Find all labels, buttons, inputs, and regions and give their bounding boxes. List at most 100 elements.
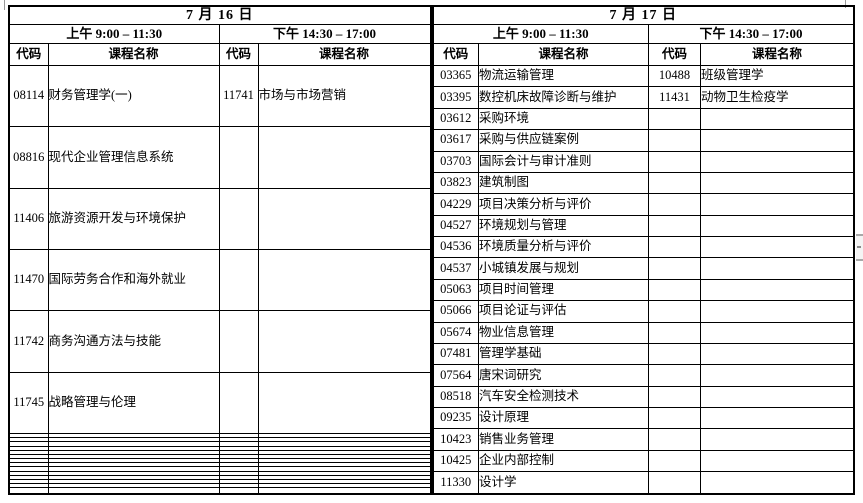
course-name-cell: 班级管理学 bbox=[700, 64, 855, 88]
course-name-cell: 财务管理学(一) bbox=[47, 64, 220, 128]
course-name-cell bbox=[700, 342, 855, 366]
course-code-cell bbox=[648, 449, 701, 473]
cell-border-fragment-top-right bbox=[845, 0, 846, 8]
course-name-cell bbox=[257, 371, 431, 435]
course-code-cell: 05674 bbox=[432, 321, 479, 344]
table-row: 10423 销售业务管理 bbox=[432, 428, 855, 451]
course-name-cell: 设计原理 bbox=[478, 406, 649, 430]
course-code-cell bbox=[648, 171, 701, 195]
morning-course-name-column-header: 课程名称 bbox=[478, 43, 649, 66]
course-name-cell bbox=[700, 257, 855, 280]
course-code-cell bbox=[648, 471, 701, 495]
course-name-cell: 项目论证与评估 bbox=[478, 300, 649, 323]
course-code-cell: 11470 bbox=[8, 249, 49, 312]
course-code-cell bbox=[648, 150, 701, 173]
morning-code-column-header: 代码 bbox=[8, 43, 49, 66]
course-name-cell bbox=[700, 406, 855, 430]
course-code-cell: 05066 bbox=[432, 300, 479, 323]
table-row: 10425 企业内部控制 bbox=[432, 449, 855, 473]
course-name-cell bbox=[700, 171, 855, 195]
course-code-cell bbox=[648, 342, 701, 366]
course-name-cell: 唐宋词研究 bbox=[478, 364, 649, 387]
table-row: 07481 管理学基础 bbox=[432, 342, 855, 366]
scrollbar-thumb-fragment[interactable] bbox=[856, 234, 863, 261]
course-code-cell bbox=[218, 310, 259, 373]
course-name-cell: 数控机床故障诊断与维护 bbox=[478, 86, 649, 109]
scrollbar-grip-line bbox=[856, 259, 863, 261]
course-name-cell: 项目时间管理 bbox=[478, 278, 649, 302]
date-header: 7 月 16 日 bbox=[8, 5, 431, 25]
table-row: 11745 战略管理与伦理 bbox=[8, 371, 431, 435]
course-code-cell bbox=[648, 428, 701, 451]
table-row: 03365 物流运输管理 10488 班级管理学 bbox=[432, 64, 855, 88]
course-code-cell: 09235 bbox=[432, 406, 479, 430]
course-code-cell bbox=[218, 126, 259, 189]
column-header-row: 代码 课程名称 代码 课程名称 bbox=[432, 43, 855, 66]
course-code-cell: 10488 bbox=[648, 64, 701, 88]
course-code-cell: 05063 bbox=[432, 278, 479, 302]
course-name-cell bbox=[700, 129, 855, 152]
course-name-cell bbox=[700, 364, 855, 387]
course-name-cell: 建筑制图 bbox=[478, 171, 649, 195]
course-name-cell bbox=[700, 471, 855, 495]
date-header-row: 7 月 17 日 bbox=[432, 5, 855, 25]
table-row: 11470 国际劳务合作和海外就业 bbox=[8, 249, 431, 312]
course-name-cell: 环境质量分析与评价 bbox=[478, 235, 649, 259]
course-name-cell: 项目决策分析与评价 bbox=[478, 193, 649, 216]
morning-time-header: 上午 9:00 – 11:30 bbox=[8, 24, 220, 44]
course-code-cell bbox=[648, 406, 701, 430]
table-row: 08816 现代企业管理信息系统 bbox=[8, 126, 431, 189]
table-row: 03395 数控机床故障诊断与维护 11431 动物卫生检疫学 bbox=[432, 86, 855, 109]
course-name-cell bbox=[257, 126, 431, 189]
table-row: 07564 唐宋词研究 bbox=[432, 364, 855, 387]
course-code-cell: 08816 bbox=[8, 126, 49, 189]
table-row: 03617 采购与供应链案例 bbox=[432, 129, 855, 152]
course-code-cell bbox=[648, 214, 701, 238]
afternoon-course-name-column-header: 课程名称 bbox=[700, 43, 855, 66]
course-name-cell: 国际会计与审计准则 bbox=[478, 150, 649, 173]
course-name-cell: 设计学 bbox=[478, 471, 649, 495]
scrollbar-grip-line bbox=[857, 246, 861, 248]
table-row: 05066 项目论证与评估 bbox=[432, 300, 855, 323]
course-name-cell: 汽车安全检测技术 bbox=[478, 385, 649, 409]
course-code-cell: 04229 bbox=[432, 193, 479, 216]
course-code-cell: 03823 bbox=[432, 171, 479, 195]
afternoon-course-name-column-header: 课程名称 bbox=[257, 43, 431, 66]
course-code-cell: 11741 bbox=[218, 64, 259, 128]
course-name-cell bbox=[257, 187, 431, 251]
course-code-cell bbox=[648, 235, 701, 259]
table-row: 03823 建筑制图 bbox=[432, 171, 855, 195]
table-row: 04536 环境质量分析与评价 bbox=[432, 235, 855, 259]
course-name-cell bbox=[700, 449, 855, 473]
course-code-cell: 07564 bbox=[432, 364, 479, 387]
course-code-cell: 03617 bbox=[432, 129, 479, 152]
course-code-cell: 04536 bbox=[432, 235, 479, 259]
column-header-row: 代码 课程名称 代码 课程名称 bbox=[8, 43, 431, 66]
table-row: 04229 项目决策分析与评价 bbox=[432, 193, 855, 216]
course-name-cell: 管理学基础 bbox=[478, 342, 649, 366]
course-name-cell bbox=[47, 487, 220, 495]
afternoon-code-column-header: 代码 bbox=[648, 43, 701, 66]
course-code-cell: 04527 bbox=[432, 214, 479, 238]
date-header: 7 月 17 日 bbox=[432, 5, 855, 25]
afternoon-code-column-header: 代码 bbox=[218, 43, 259, 66]
course-code-cell bbox=[218, 371, 259, 435]
day-table-july-17: 7 月 17 日 上午 9:00 – 11:30 下午 14:30 – 17:0… bbox=[431, 5, 855, 495]
morning-code-column-header: 代码 bbox=[432, 43, 479, 66]
day-table-body: 08114 财务管理学(一) 11741 市场与市场营销 08816 现代企业管理信息系统… bbox=[8, 64, 431, 495]
table-row: 05674 物业信息管理 bbox=[432, 321, 855, 344]
course-name-cell bbox=[700, 321, 855, 344]
table-row: 05063 项目时间管理 bbox=[432, 278, 855, 302]
table-row bbox=[8, 487, 431, 495]
course-name-cell: 环境规划与管理 bbox=[478, 214, 649, 238]
course-name-cell bbox=[700, 385, 855, 409]
course-name-cell bbox=[700, 300, 855, 323]
table-row: 03703 国际会计与审计准则 bbox=[432, 150, 855, 173]
course-code-cell bbox=[648, 257, 701, 280]
course-name-cell bbox=[700, 193, 855, 216]
time-header-row: 上午 9:00 – 11:30 下午 14:30 – 17:00 bbox=[8, 24, 431, 44]
day-table-july-16: 7 月 16 日 上午 9:00 – 11:30 下午 14:30 – 17:0… bbox=[8, 5, 432, 495]
course-code-cell bbox=[218, 249, 259, 312]
course-name-cell: 企业内部控制 bbox=[478, 449, 649, 473]
